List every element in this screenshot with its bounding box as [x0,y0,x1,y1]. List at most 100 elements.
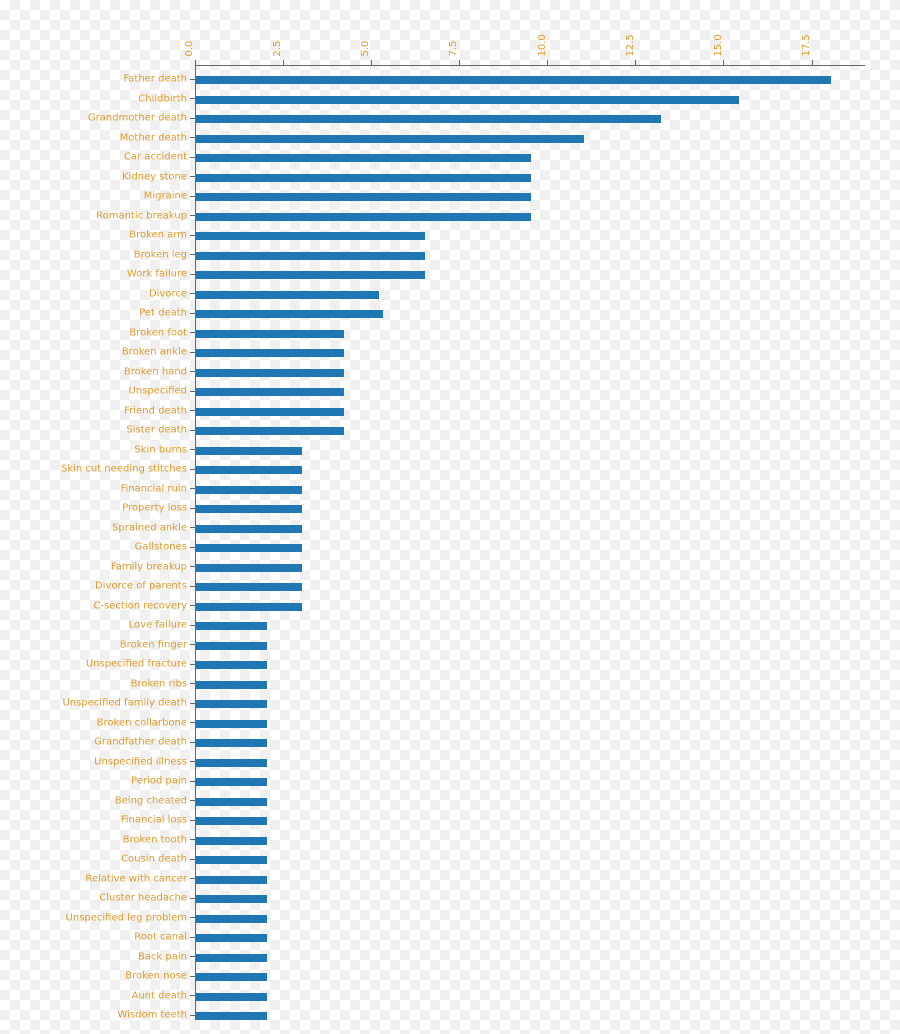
y-tick [190,352,195,353]
y-tick-label: Broken ankle [122,347,187,358]
bar [196,720,267,728]
y-tick-label: Property loss [122,503,187,514]
y-tick-label: Romantic breakup [96,210,187,221]
bar [196,837,267,845]
x-tick [723,60,724,65]
bar [196,271,425,279]
y-tick [190,527,195,528]
bar [196,174,531,182]
y-tick [190,839,195,840]
y-tick [190,761,195,762]
y-tick-label: Cousin death [121,854,187,865]
bar [196,642,267,650]
y-tick [190,703,195,704]
y-tick-label: Unspecified leg problem [66,912,187,923]
bar [196,427,344,435]
bar [196,96,739,104]
y-tick [190,1015,195,1016]
bar [196,232,425,240]
y-tick-label: Broken arm [129,230,187,241]
bar [196,349,344,357]
y-tick [190,586,195,587]
y-tick [190,547,195,548]
y-tick [190,293,195,294]
y-tick [190,644,195,645]
y-tick-label: Sprained ankle [112,522,187,533]
y-tick-label: Unspecified [129,386,187,397]
bar [196,895,267,903]
y-tick [190,79,195,80]
bar [196,369,344,377]
y-tick [190,410,195,411]
bar [196,447,302,455]
y-tick-label: Being cheated [115,795,187,806]
chart-plot-area [195,65,865,1020]
x-tick-label: 5.0 [360,41,371,57]
bar [196,603,302,611]
x-tick [635,60,636,65]
y-tick-label: Period pain [131,776,187,787]
y-tick [190,800,195,801]
y-tick-label: Broken tooth [123,834,187,845]
y-tick [190,118,195,119]
y-tick [190,391,195,392]
bar [196,661,267,669]
y-tick [190,449,195,450]
y-tick [190,742,195,743]
y-tick-label: Financial ruin [120,483,187,494]
y-tick [190,566,195,567]
y-tick-label: Grandmother death [88,113,187,124]
y-tick [190,274,195,275]
y-tick [190,332,195,333]
y-tick [190,956,195,957]
y-tick [190,176,195,177]
y-tick-label: Broken ribs [131,678,187,689]
y-tick-label: Childbirth [138,93,187,104]
y-tick-label: Back pain [138,951,187,962]
y-tick-label: Work failure [127,269,187,280]
y-tick [190,254,195,255]
y-tick [190,664,195,665]
y-tick [190,469,195,470]
bar [196,291,379,299]
y-tick-label: Unspecified illness [94,756,187,767]
bar [196,876,267,884]
y-tick [190,235,195,236]
bar [196,115,661,123]
y-tick [190,976,195,977]
y-tick [190,313,195,314]
y-tick [190,781,195,782]
bar [196,856,267,864]
y-tick-label: Skin burns [134,444,187,455]
y-tick [190,137,195,138]
y-tick-label: Grandfather death [94,737,187,748]
y-tick [190,98,195,99]
bar [196,583,302,591]
bar [196,388,344,396]
y-tick-label: Relative with cancer [85,873,187,884]
y-tick [190,508,195,509]
x-tick-label: 17.5 [801,34,812,56]
y-tick-label: Father death [123,74,187,85]
bar [196,330,344,338]
y-tick [190,157,195,158]
y-tick [190,488,195,489]
bar [196,466,302,474]
bar [196,798,267,806]
y-tick [190,215,195,216]
bar [196,681,267,689]
y-tick-label: Mother death [120,132,187,143]
bar [196,759,267,767]
x-tick-label: 0.0 [184,41,195,57]
bar [196,700,267,708]
y-tick-label: Family breakup [111,561,187,572]
bar [196,408,344,416]
y-tick-label: Love failure [129,620,187,631]
bar [196,252,425,260]
y-tick [190,917,195,918]
bar [196,154,531,162]
y-tick [190,898,195,899]
y-tick-label: Financial loss [121,815,187,826]
y-tick [190,605,195,606]
y-tick [190,878,195,879]
